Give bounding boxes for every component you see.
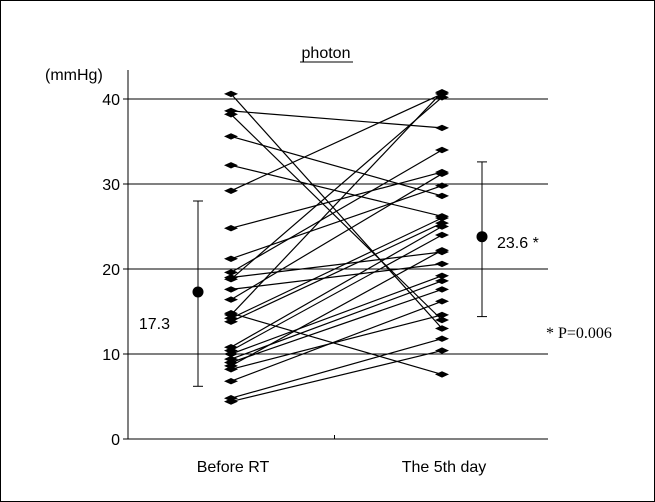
data-point	[435, 371, 449, 378]
y-axis-label: (mmHg)	[45, 67, 103, 84]
data-point	[435, 298, 449, 305]
data-point	[224, 359, 238, 366]
data-point	[435, 223, 449, 230]
pair-line	[230, 234, 443, 352]
pair-line	[230, 91, 443, 316]
pair-line	[230, 288, 443, 364]
pair-line	[230, 225, 443, 348]
data-point	[224, 269, 238, 276]
data-point	[224, 310, 238, 317]
data-point	[435, 214, 449, 222]
data-point	[435, 311, 449, 319]
y-tick-label: 10	[102, 347, 120, 364]
y-tick-label: 20	[102, 262, 120, 279]
gridlines	[128, 98, 548, 355]
data-point	[224, 366, 238, 373]
axes	[127, 70, 548, 440]
data-point	[224, 133, 238, 140]
data-point	[435, 286, 449, 293]
x-axis-labels: Before RT The 5th day	[197, 459, 487, 476]
pair-line	[230, 164, 443, 217]
pair-line	[230, 185, 443, 260]
data-point	[435, 124, 449, 132]
data-point	[224, 286, 238, 293]
data-point	[435, 272, 449, 279]
y-tick-label: 30	[102, 177, 120, 194]
data-point	[224, 315, 238, 322]
data-point	[224, 378, 238, 385]
pair-line	[230, 217, 443, 319]
data-point	[224, 111, 238, 118]
data-point	[224, 255, 238, 262]
pair-line	[230, 135, 443, 197]
data-point	[435, 89, 449, 96]
data-point	[224, 395, 238, 402]
data-point	[435, 247, 449, 254]
chart-title: photon	[302, 45, 351, 62]
data-point	[435, 94, 449, 101]
y-tick-label: 0	[111, 432, 120, 449]
y-axis-ticks: 0 10 20 30 40	[102, 92, 128, 449]
pair-line	[230, 96, 443, 280]
pair-line	[230, 113, 443, 321]
data-point	[224, 90, 238, 98]
mean-marker	[476, 231, 488, 243]
y-tick-label: 40	[102, 92, 120, 109]
mean-marker	[192, 286, 204, 298]
data-point	[224, 355, 238, 363]
data-point	[224, 344, 238, 351]
significance-annotation: * P=0.006	[546, 325, 612, 342]
data-point	[224, 318, 238, 325]
data-point	[435, 219, 449, 227]
pair-line	[230, 263, 443, 290]
pair-line	[230, 171, 443, 229]
data-point	[435, 231, 449, 239]
mean-label: 17.3	[139, 316, 170, 333]
pair-line	[230, 275, 443, 355]
data-point	[435, 170, 449, 177]
pair-line	[230, 222, 443, 323]
data-point	[224, 362, 238, 370]
pair-line	[230, 350, 443, 403]
data-point	[224, 162, 238, 169]
data-point	[435, 316, 449, 324]
data-point	[435, 277, 449, 285]
data-point	[435, 325, 449, 332]
data-point	[435, 182, 449, 189]
pair-line	[230, 251, 443, 279]
data-point	[224, 225, 238, 232]
paired-series	[224, 89, 449, 405]
data-point	[435, 260, 449, 268]
pair-line	[230, 110, 443, 129]
data-point	[224, 187, 238, 194]
data-point	[224, 350, 238, 358]
data-point	[435, 146, 449, 154]
data-point	[224, 347, 238, 354]
mean-label: 23.6 *	[497, 235, 539, 252]
data-point	[224, 107, 238, 115]
pair-line	[230, 249, 443, 367]
data-point	[224, 296, 238, 303]
pair-line	[230, 338, 443, 399]
data-point	[224, 398, 238, 405]
x-tick-label: The 5th day	[402, 459, 487, 476]
pair-line	[230, 300, 443, 382]
data-point	[435, 335, 449, 342]
data-point	[435, 192, 449, 200]
pair-line	[230, 312, 443, 375]
data-point	[224, 276, 238, 283]
data-point	[435, 347, 449, 354]
pair-line	[230, 149, 443, 273]
x-tick-label: Before RT	[197, 459, 270, 476]
pair-line	[230, 314, 443, 370]
summary-errorbars: 17.3 23.6 *	[139, 161, 539, 387]
pair-line	[230, 93, 443, 192]
